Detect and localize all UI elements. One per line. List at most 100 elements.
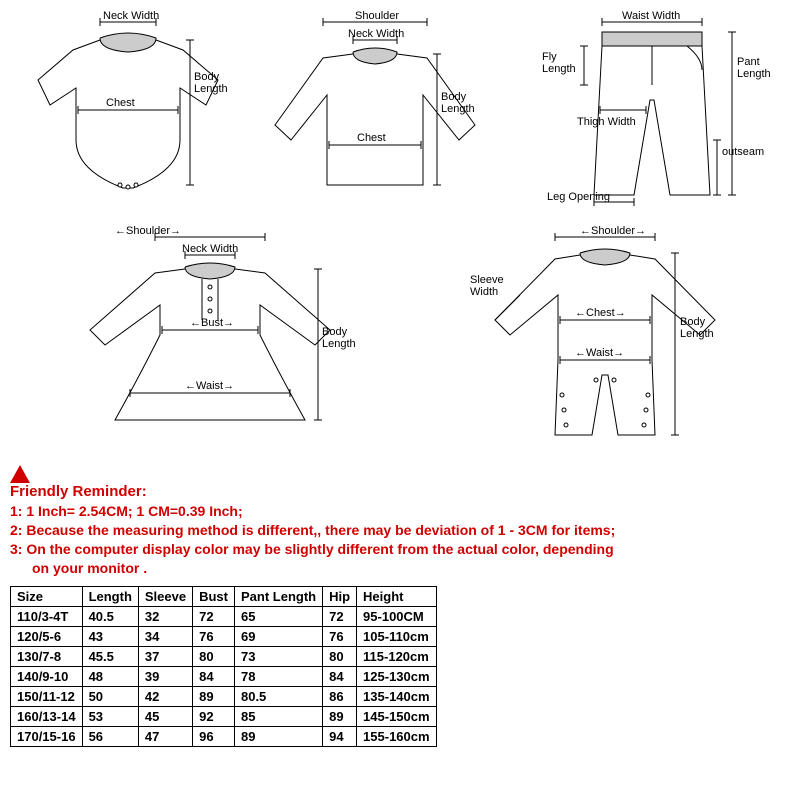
label-leg-opening: Leg Opening bbox=[547, 191, 610, 203]
label-pant-length: PantLength bbox=[737, 56, 771, 80]
table-cell: 130/7-8 bbox=[11, 647, 83, 667]
table-cell: 145-150cm bbox=[357, 707, 437, 727]
table-cell: 160/13-14 bbox=[11, 707, 83, 727]
label-chest: ←Chest→ bbox=[575, 307, 626, 319]
diagram-shirt: Shoulder Neck Width Chest BodyLength bbox=[265, 10, 485, 215]
table-cell: 72 bbox=[193, 607, 235, 627]
diagram-onesie: Neck Width Chest BodyLength bbox=[28, 10, 228, 215]
table-cell: 110/3-4T bbox=[11, 607, 83, 627]
table-cell: 32 bbox=[138, 607, 192, 627]
table-cell: 80 bbox=[193, 647, 235, 667]
label-waist-width: Waist Width bbox=[622, 10, 680, 22]
table-cell: 76 bbox=[193, 627, 235, 647]
table-header: Bust bbox=[193, 587, 235, 607]
table-header: Height bbox=[357, 587, 437, 607]
label-body-length: BodyLength bbox=[194, 71, 228, 95]
table-cell: 53 bbox=[82, 707, 138, 727]
reminder-section: Friendly Reminder: 1: 1 Inch= 2.54CM; 1 … bbox=[10, 465, 790, 576]
table-cell: 45 bbox=[138, 707, 192, 727]
table-row: 120/5-64334766976105-110cm bbox=[11, 627, 437, 647]
table-cell: 105-110cm bbox=[357, 627, 437, 647]
table-cell: 155-160cm bbox=[357, 727, 437, 747]
table-cell: 37 bbox=[138, 647, 192, 667]
table-cell: 115-120cm bbox=[357, 647, 437, 667]
table-cell: 78 bbox=[234, 667, 322, 687]
table-cell: 92 bbox=[193, 707, 235, 727]
table-header: Size bbox=[11, 587, 83, 607]
label-outseam: outseam bbox=[722, 146, 764, 158]
table-cell: 150/11-12 bbox=[11, 687, 83, 707]
diagram-row-1: Neck Width Chest BodyLength bbox=[10, 10, 790, 215]
table-cell: 89 bbox=[323, 707, 357, 727]
label-body-length: BodyLength bbox=[441, 91, 475, 115]
label-thigh-width: Thigh Width bbox=[577, 116, 636, 128]
table-header: Hip bbox=[323, 587, 357, 607]
table-cell: 72 bbox=[323, 607, 357, 627]
table-cell: 48 bbox=[82, 667, 138, 687]
table-cell: 84 bbox=[323, 667, 357, 687]
reminder-line-2: 2: Because the measuring method is diffe… bbox=[10, 522, 790, 538]
label-neck-width: Neck Width bbox=[103, 10, 159, 22]
reminder-title: Friendly Reminder: bbox=[10, 483, 790, 500]
table-cell: 96 bbox=[193, 727, 235, 747]
table-row: 170/15-165647968994155-160cm bbox=[11, 727, 437, 747]
table-header: Pant Length bbox=[234, 587, 322, 607]
table-row: 160/13-145345928589145-150cm bbox=[11, 707, 437, 727]
table-header: Sleeve bbox=[138, 587, 192, 607]
label-bust: ←Bust→ bbox=[190, 317, 234, 329]
diagram-row-2: ←Shoulder→ Neck Width ←Bust→ ←Waist→ Bod… bbox=[10, 225, 790, 450]
table-cell: 85 bbox=[234, 707, 322, 727]
table-cell: 89 bbox=[193, 687, 235, 707]
table-cell: 80.5 bbox=[234, 687, 322, 707]
table-cell: 84 bbox=[193, 667, 235, 687]
table-cell: 120/5-6 bbox=[11, 627, 83, 647]
table-cell: 45.5 bbox=[82, 647, 138, 667]
table-cell: 95-100CM bbox=[357, 607, 437, 627]
label-shoulder: ←Shoulder→ bbox=[580, 225, 646, 237]
label-neck-width: Neck Width bbox=[182, 243, 238, 255]
table-row: 110/3-4T40.53272657295-100CM bbox=[11, 607, 437, 627]
label-shoulder: ←Shoulder→ bbox=[115, 225, 181, 237]
table-header: Length bbox=[82, 587, 138, 607]
table-cell: 42 bbox=[138, 687, 192, 707]
label-fly-length: FlyLength bbox=[542, 51, 576, 75]
table-cell: 69 bbox=[234, 627, 322, 647]
label-waist: ←Waist→ bbox=[185, 380, 234, 392]
reminder-line-4: on your monitor . bbox=[32, 560, 790, 576]
label-neck-width: Neck Width bbox=[348, 28, 404, 40]
table-cell: 80 bbox=[323, 647, 357, 667]
table-cell: 125-130cm bbox=[357, 667, 437, 687]
label-chest: Chest bbox=[106, 97, 135, 109]
table-cell: 170/15-16 bbox=[11, 727, 83, 747]
table-row: 140/9-104839847884125-130cm bbox=[11, 667, 437, 687]
table-cell: 89 bbox=[234, 727, 322, 747]
label-chest: Chest bbox=[357, 132, 386, 144]
table-cell: 34 bbox=[138, 627, 192, 647]
reminder-line-3: 3: On the computer display color may be … bbox=[10, 541, 790, 557]
table-cell: 43 bbox=[82, 627, 138, 647]
diagram-pants: Waist Width FlyLength Thigh Width Leg Op… bbox=[522, 10, 772, 215]
table-cell: 140/9-10 bbox=[11, 667, 83, 687]
diagram-romper: ←Shoulder→ SleeveWidth ←Chest→ ←Waist→ B… bbox=[460, 225, 740, 450]
table-cell: 40.5 bbox=[82, 607, 138, 627]
table-row: 150/11-1250428980.586135-140cm bbox=[11, 687, 437, 707]
table-cell: 56 bbox=[82, 727, 138, 747]
table-row: 130/7-845.537807380115-120cm bbox=[11, 647, 437, 667]
table-cell: 94 bbox=[323, 727, 357, 747]
size-table: SizeLengthSleeveBustPant LengthHipHeight… bbox=[10, 586, 437, 747]
warning-icon bbox=[10, 465, 30, 483]
reminder-line-1: 1: 1 Inch= 2.54CM; 1 CM=0.39 Inch; bbox=[10, 503, 790, 519]
table-cell: 50 bbox=[82, 687, 138, 707]
label-waist: ←Waist→ bbox=[575, 347, 624, 359]
table-cell: 135-140cm bbox=[357, 687, 437, 707]
diagram-dress: ←Shoulder→ Neck Width ←Bust→ ←Waist→ Bod… bbox=[60, 225, 360, 450]
table-cell: 39 bbox=[138, 667, 192, 687]
label-shoulder: Shoulder bbox=[355, 10, 399, 22]
table-cell: 65 bbox=[234, 607, 322, 627]
table-cell: 86 bbox=[323, 687, 357, 707]
table-cell: 47 bbox=[138, 727, 192, 747]
table-cell: 73 bbox=[234, 647, 322, 667]
label-body-length: BodyLength bbox=[322, 326, 356, 350]
table-cell: 76 bbox=[323, 627, 357, 647]
label-sleeve-width: SleeveWidth bbox=[470, 274, 504, 298]
